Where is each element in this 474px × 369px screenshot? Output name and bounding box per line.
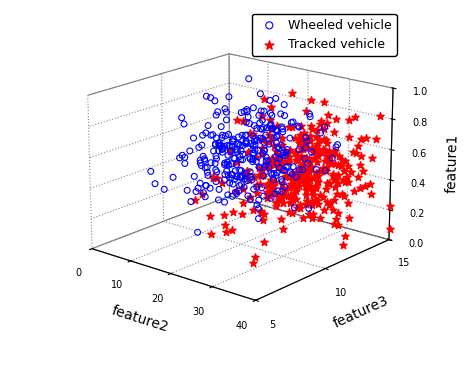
X-axis label: feature2: feature2	[109, 304, 170, 335]
Legend: Wheeled vehicle, Tracked vehicle: Wheeled vehicle, Tracked vehicle	[252, 14, 397, 56]
Y-axis label: feature3: feature3	[331, 293, 391, 330]
